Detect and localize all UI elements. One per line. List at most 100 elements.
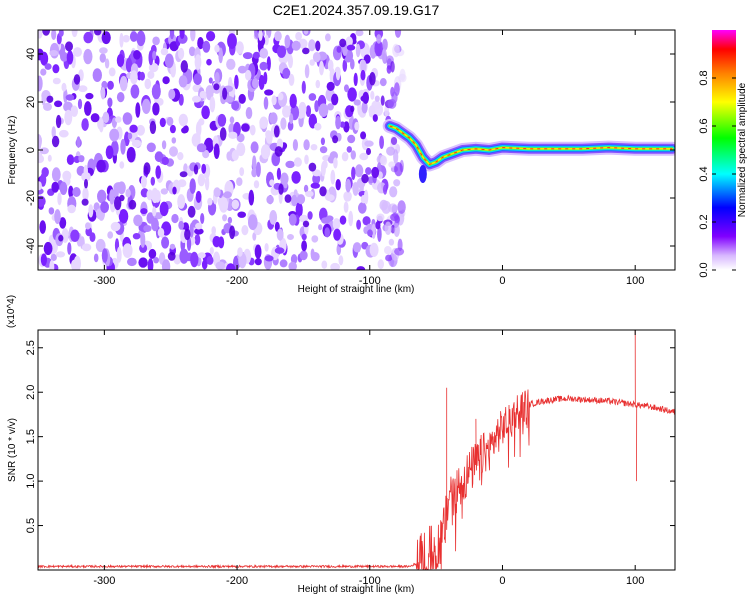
noise-blob — [146, 189, 154, 201]
spectrogram-ytick-label: -20 — [25, 190, 37, 206]
noise-blob — [314, 122, 322, 131]
noise-blob — [387, 98, 397, 109]
noise-blob — [352, 182, 359, 196]
noise-blob — [39, 173, 47, 187]
noise-blob — [65, 94, 75, 101]
noise-blob — [147, 258, 154, 270]
noise-blob — [325, 33, 331, 42]
noise-blob — [249, 124, 256, 136]
noise-blob — [192, 84, 199, 93]
noise-blob — [369, 242, 379, 257]
spectrogram-xlabel: Height of straight line (km) — [298, 284, 415, 295]
noise-blob — [386, 65, 392, 74]
noise-blob — [195, 190, 202, 203]
noise-blob — [399, 68, 406, 81]
noise-blob — [318, 224, 323, 231]
noise-blob — [394, 162, 403, 177]
noise-blob — [132, 233, 141, 240]
noise-blob — [271, 95, 277, 106]
noise-blob — [197, 173, 206, 187]
noise-blob — [203, 137, 214, 153]
noise-blob — [269, 179, 275, 186]
noise-blob — [70, 229, 80, 242]
noise-blob — [154, 151, 164, 163]
noise-blob — [83, 164, 89, 178]
noise-blob — [245, 107, 253, 119]
noise-blob-dark — [84, 178, 88, 189]
noise-blob — [44, 63, 52, 70]
noise-blob — [213, 143, 220, 159]
noise-blob — [198, 118, 205, 126]
noise-blob — [51, 181, 59, 193]
noise-blob — [290, 254, 298, 265]
noise-blob — [320, 137, 325, 146]
noise-blob — [194, 233, 201, 246]
noise-blob — [377, 259, 384, 270]
noise-blob — [58, 30, 64, 37]
noise-blob — [88, 204, 94, 218]
noise-blob-dark — [222, 87, 228, 100]
colorbar-label: Normalized spectral amplitude — [737, 82, 748, 217]
noise-blob — [380, 155, 388, 166]
noise-blob — [288, 73, 295, 86]
signal-ridge-core — [389, 125, 673, 165]
noise-blob — [169, 30, 175, 40]
noise-blob — [285, 160, 295, 169]
noise-blob — [129, 31, 138, 42]
noise-blob — [38, 181, 42, 191]
noise-blob — [292, 139, 298, 151]
noise-blob — [199, 90, 207, 99]
noise-blob — [260, 144, 271, 160]
noise-blob — [353, 242, 362, 253]
noise-blob — [109, 189, 115, 205]
noise-blob — [107, 231, 114, 239]
noise-blob — [293, 157, 302, 167]
noise-blob — [81, 243, 92, 252]
noise-blob — [289, 93, 297, 109]
noise-blob — [288, 261, 297, 270]
noise-blob-dark — [284, 194, 292, 203]
noise-blob — [361, 101, 368, 114]
noise-blob — [133, 214, 143, 227]
noise-blob — [73, 255, 81, 270]
noise-blob — [252, 232, 257, 241]
noise-blob — [296, 106, 305, 119]
noise-blob — [63, 101, 73, 113]
noise-blob — [71, 30, 78, 38]
noise-blob — [52, 64, 60, 74]
noise-blob — [250, 141, 259, 154]
noise-blob-dark — [58, 234, 64, 242]
noise-blob — [389, 186, 398, 198]
noise-blob — [104, 58, 110, 69]
noise-blob — [201, 105, 210, 120]
noise-blob — [49, 260, 55, 270]
noise-blob — [70, 105, 79, 117]
noise-blob — [171, 213, 179, 224]
noise-blob-dark — [302, 47, 310, 55]
noise-blob — [63, 88, 68, 104]
noise-blob — [299, 214, 309, 223]
noise-blob — [129, 124, 138, 133]
noise-blob — [276, 45, 287, 58]
noise-blob — [321, 160, 328, 169]
snr-series-line — [38, 330, 675, 570]
noise-blob — [162, 76, 170, 85]
noise-blob — [347, 134, 356, 144]
noise-blob — [330, 262, 340, 270]
noise-blob — [264, 243, 269, 252]
noise-blob — [390, 137, 398, 145]
noise-blob — [72, 187, 81, 197]
noise-blob — [237, 211, 246, 218]
noise-blob — [78, 155, 85, 163]
noise-blob — [350, 150, 356, 160]
noise-blob — [135, 102, 141, 118]
noise-blob — [39, 147, 49, 155]
noise-blob — [348, 210, 354, 227]
noise-blob — [214, 72, 220, 84]
noise-blob — [362, 216, 371, 226]
noise-blob — [193, 73, 202, 85]
noise-blob — [152, 102, 160, 116]
noise-blob — [161, 156, 169, 166]
noise-blob — [208, 77, 213, 84]
noise-blob — [353, 72, 358, 86]
